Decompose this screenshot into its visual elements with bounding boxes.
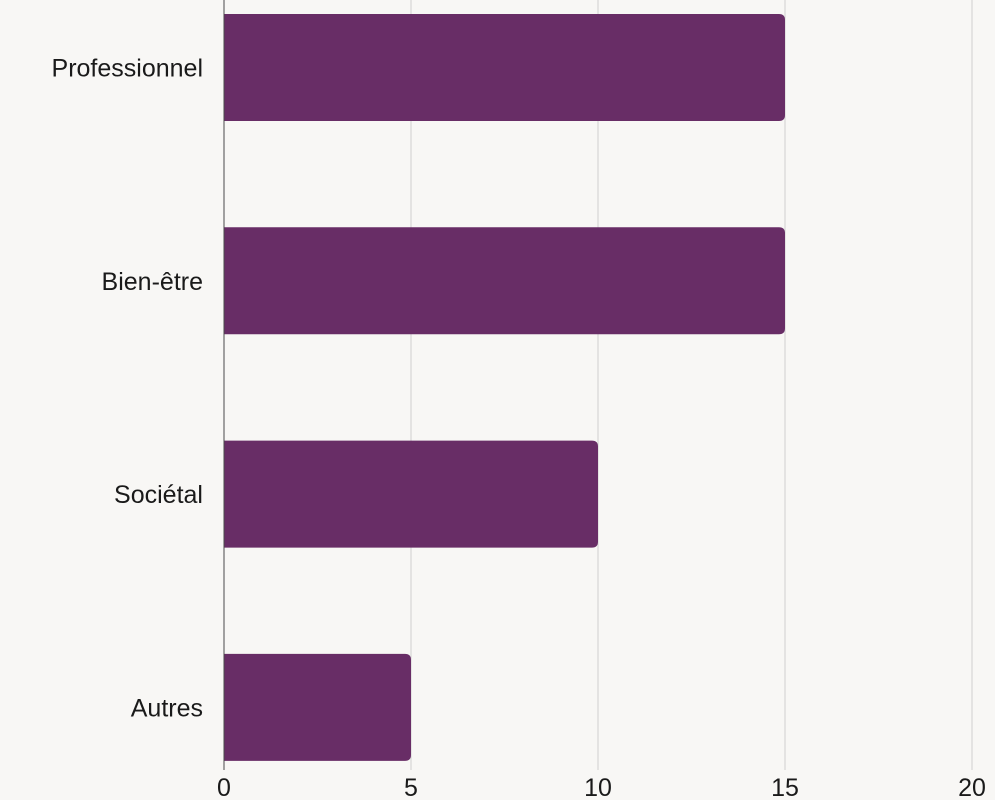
category-label-autres: Autres	[131, 694, 203, 722]
category-label-professionnel: Professionnel	[52, 55, 203, 83]
bar-societal	[224, 440, 598, 548]
gridlines	[410, 0, 973, 770]
x-tick-label-10: 10	[584, 774, 612, 800]
category-label-societal: Sociétal	[114, 481, 203, 509]
x-tick-label-20: 20	[958, 774, 986, 800]
category-label-bien-etre: Bien-être	[102, 268, 203, 296]
category-labels: Professionnel Bien-être Sociétal Autres	[52, 55, 203, 723]
bar-autres	[224, 653, 411, 761]
bars	[224, 14, 785, 761]
x-tick-labels: 0 5 10 15 20	[217, 774, 986, 800]
x-tick-label-0: 0	[217, 774, 231, 800]
x-tick-label-5: 5	[404, 774, 418, 800]
bar-professionnel	[224, 14, 785, 121]
bar-bien-etre	[224, 227, 785, 335]
x-tick-label-15: 15	[771, 774, 799, 800]
